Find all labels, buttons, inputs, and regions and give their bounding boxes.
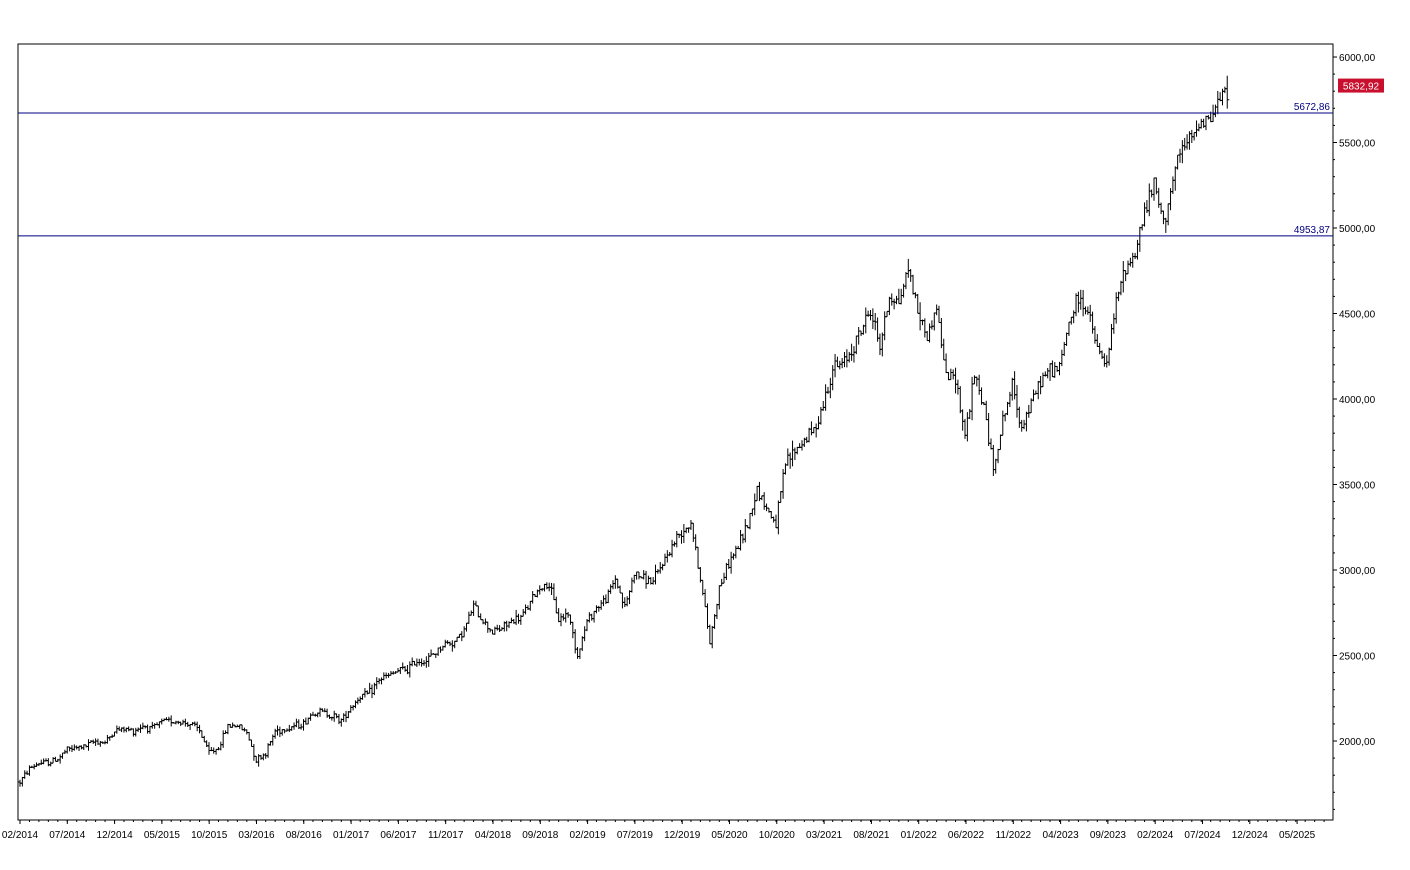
x-tick-label: 05/2015 [144, 830, 181, 841]
x-tick-label: 01/2017 [333, 830, 370, 841]
y-tick-label: 5000,00 [1339, 224, 1376, 235]
x-tick-label: 05/2025 [1279, 830, 1316, 841]
level-label: 4953,87 [1294, 225, 1331, 236]
x-tick-label: 07/2014 [49, 830, 86, 841]
x-tick-label: 01/2022 [901, 830, 938, 841]
y-tick-label: 3000,00 [1339, 566, 1376, 577]
x-tick-label: 06/2022 [948, 830, 985, 841]
x-tick-label: 07/2019 [617, 830, 654, 841]
x-tick-label: 11/2017 [428, 830, 464, 841]
y-tick-label: 6000,00 [1339, 53, 1376, 64]
x-axis: 02/2014 07/2014 12/2014 05/2015 10/2015 03/20… [2, 820, 1325, 841]
x-tick-label: 04/2018 [475, 830, 512, 841]
x-tick-label: 12/2014 [97, 830, 134, 841]
x-tick-label: 10/2020 [759, 830, 796, 841]
last-price-badge [1338, 78, 1384, 93]
x-tick-label: 02/2019 [570, 830, 607, 841]
y-tick-label: 5500,00 [1339, 139, 1376, 150]
y-tick-label: 4500,00 [1339, 310, 1376, 321]
x-tick-label: 12/2024 [1232, 830, 1269, 841]
y-tick-label: 3500,00 [1339, 481, 1376, 492]
x-tick-label: 04/2023 [1043, 830, 1080, 841]
x-tick-label: 05/2020 [711, 830, 748, 841]
horizontal-levels: 5672,86 4953,87 [18, 102, 1333, 237]
x-tick-label: 06/2017 [380, 830, 417, 841]
y-axis: 2000,00 2500,00 3000,00 3500,00 4000,00 4500,… [1333, 53, 1376, 810]
plot-frame [17, 43, 1334, 821]
last-price-tag: 5832,92 [1338, 78, 1384, 93]
x-tick-label: 08/2016 [286, 830, 323, 841]
x-tick-label: 12/2019 [664, 830, 701, 841]
y-tick-label: 2000,00 [1339, 737, 1376, 748]
x-tick-label: 09/2018 [522, 830, 559, 841]
x-tick-label: 03/2021 [806, 830, 843, 841]
x-tick-label: 03/2016 [238, 830, 275, 841]
x-tick-label: 08/2021 [853, 830, 890, 841]
x-tick-label: 11/2022 [996, 830, 1032, 841]
price-bars [18, 75, 1230, 787]
y-tick-label: 4000,00 [1339, 395, 1376, 406]
x-tick-label: 10/2015 [191, 830, 228, 841]
x-tick-label: 02/2014 [2, 830, 39, 841]
x-tick-label: 02/2024 [1137, 830, 1174, 841]
y-tick-label: 2500,00 [1339, 652, 1376, 663]
x-tick-label: 09/2023 [1090, 830, 1127, 841]
level-label: 5672,86 [1294, 102, 1331, 113]
price-bar [1225, 75, 1230, 109]
x-tick-label: 07/2024 [1184, 830, 1221, 841]
last-price-label: 5832,92 [1343, 82, 1380, 93]
